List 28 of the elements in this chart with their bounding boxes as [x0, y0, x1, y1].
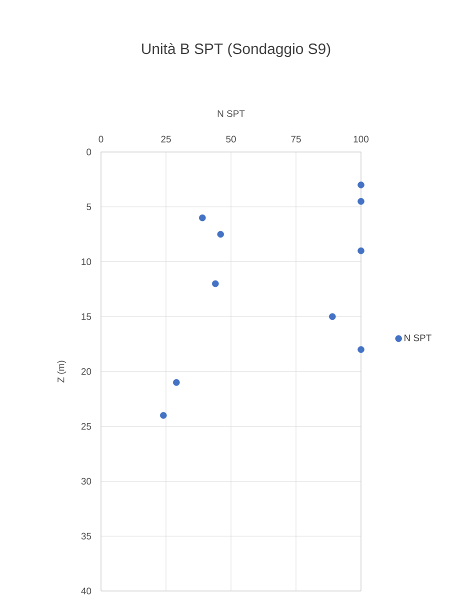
- point: [358, 247, 364, 254]
- point: [358, 346, 364, 353]
- point: [358, 198, 364, 205]
- x-tick-label: 25: [161, 136, 171, 142]
- point: [212, 280, 219, 288]
- y-tick-label: 30: [81, 478, 92, 485]
- x-tick-label: 50: [226, 136, 236, 142]
- y-tick-label: 20: [81, 368, 92, 375]
- y-tick-label: 5: [86, 204, 92, 210]
- point: [358, 182, 364, 188]
- y-tick-label: 35: [81, 532, 92, 540]
- point: [329, 313, 336, 320]
- point: [217, 230, 224, 238]
- y-tick-label: 10: [82, 258, 92, 266]
- point: [172, 379, 180, 386]
- y-tick-label: 0: [86, 148, 92, 156]
- y-tick-label: 15: [82, 313, 92, 320]
- x-tick-label: 75: [291, 136, 301, 142]
- x-tick-label: 0: [98, 136, 104, 142]
- x-tick-label: 100: [354, 136, 369, 142]
- point: [160, 412, 167, 419]
- legend-label: N SPT: [404, 334, 432, 342]
- chart-title: Unità B SPT (Sondaggio S9): [142, 42, 330, 58]
- x-axis-title: N SPT: [218, 110, 245, 117]
- point: [198, 214, 206, 222]
- y-tick-label: 25: [81, 423, 92, 430]
- y-axis-title: Z (m): [57, 360, 66, 382]
- y-tick-label: 40: [81, 588, 92, 594]
